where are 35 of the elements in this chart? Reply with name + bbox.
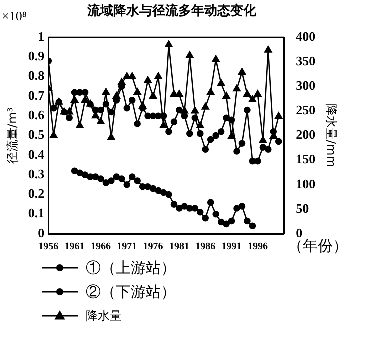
- y2-tick-label: 50: [296, 200, 310, 216]
- x-tick-label: 1986: [196, 242, 216, 253]
- y-tick-label: 0.9: [28, 48, 46, 64]
- x-tick-label: 1971: [117, 242, 138, 253]
- x-tick-label: 1956: [38, 242, 59, 253]
- x-tick-label: 1981: [169, 242, 190, 253]
- y-tick-label: 0.2: [28, 186, 45, 202]
- y-tick-label: 0.5: [28, 127, 46, 142]
- x-tick-label: 1966: [90, 242, 111, 253]
- legend-label: ②（下游站）: [86, 282, 176, 302]
- y2-tick-label: 150: [296, 152, 316, 167]
- legend-label: ①（上游站）: [86, 258, 176, 278]
- y-tick-label: 0.3: [28, 166, 46, 182]
- y-tick-label: 0.6: [28, 108, 46, 123]
- y-axis-title: 径流量/m³: [5, 107, 20, 164]
- chart-title: 流域降水与径流多年动态变化: [86, 3, 258, 20]
- y-tick-label: 0.8: [28, 68, 46, 84]
- y2-axis-title: 降水量/mm: [324, 104, 339, 168]
- x-tick-label: 1961: [64, 242, 85, 253]
- text: ×10⁸: [2, 8, 28, 24]
- y2-tick-label: 250: [296, 102, 316, 118]
- y-tick-label: 0.7: [28, 88, 46, 103]
- y2-tick-label: 350: [296, 54, 316, 69]
- y2-tick-label: 100: [296, 176, 316, 192]
- y2-tick-label: 200: [296, 127, 316, 142]
- y-tick-label: 1: [38, 28, 45, 44]
- y-tick-label: 0.4: [28, 146, 46, 162]
- x-tick-label: 1996: [248, 242, 268, 253]
- y-tick-label: 0: [38, 225, 45, 240]
- y2-tick-label: 300: [296, 78, 316, 94]
- x-tick-label: 1991: [222, 242, 242, 253]
- y2-tick-label: 400: [296, 28, 316, 44]
- legend-label: 降水量: [86, 308, 122, 324]
- x-tick-label: 1976: [143, 242, 164, 253]
- y-tick-label: 0.1: [28, 206, 45, 221]
